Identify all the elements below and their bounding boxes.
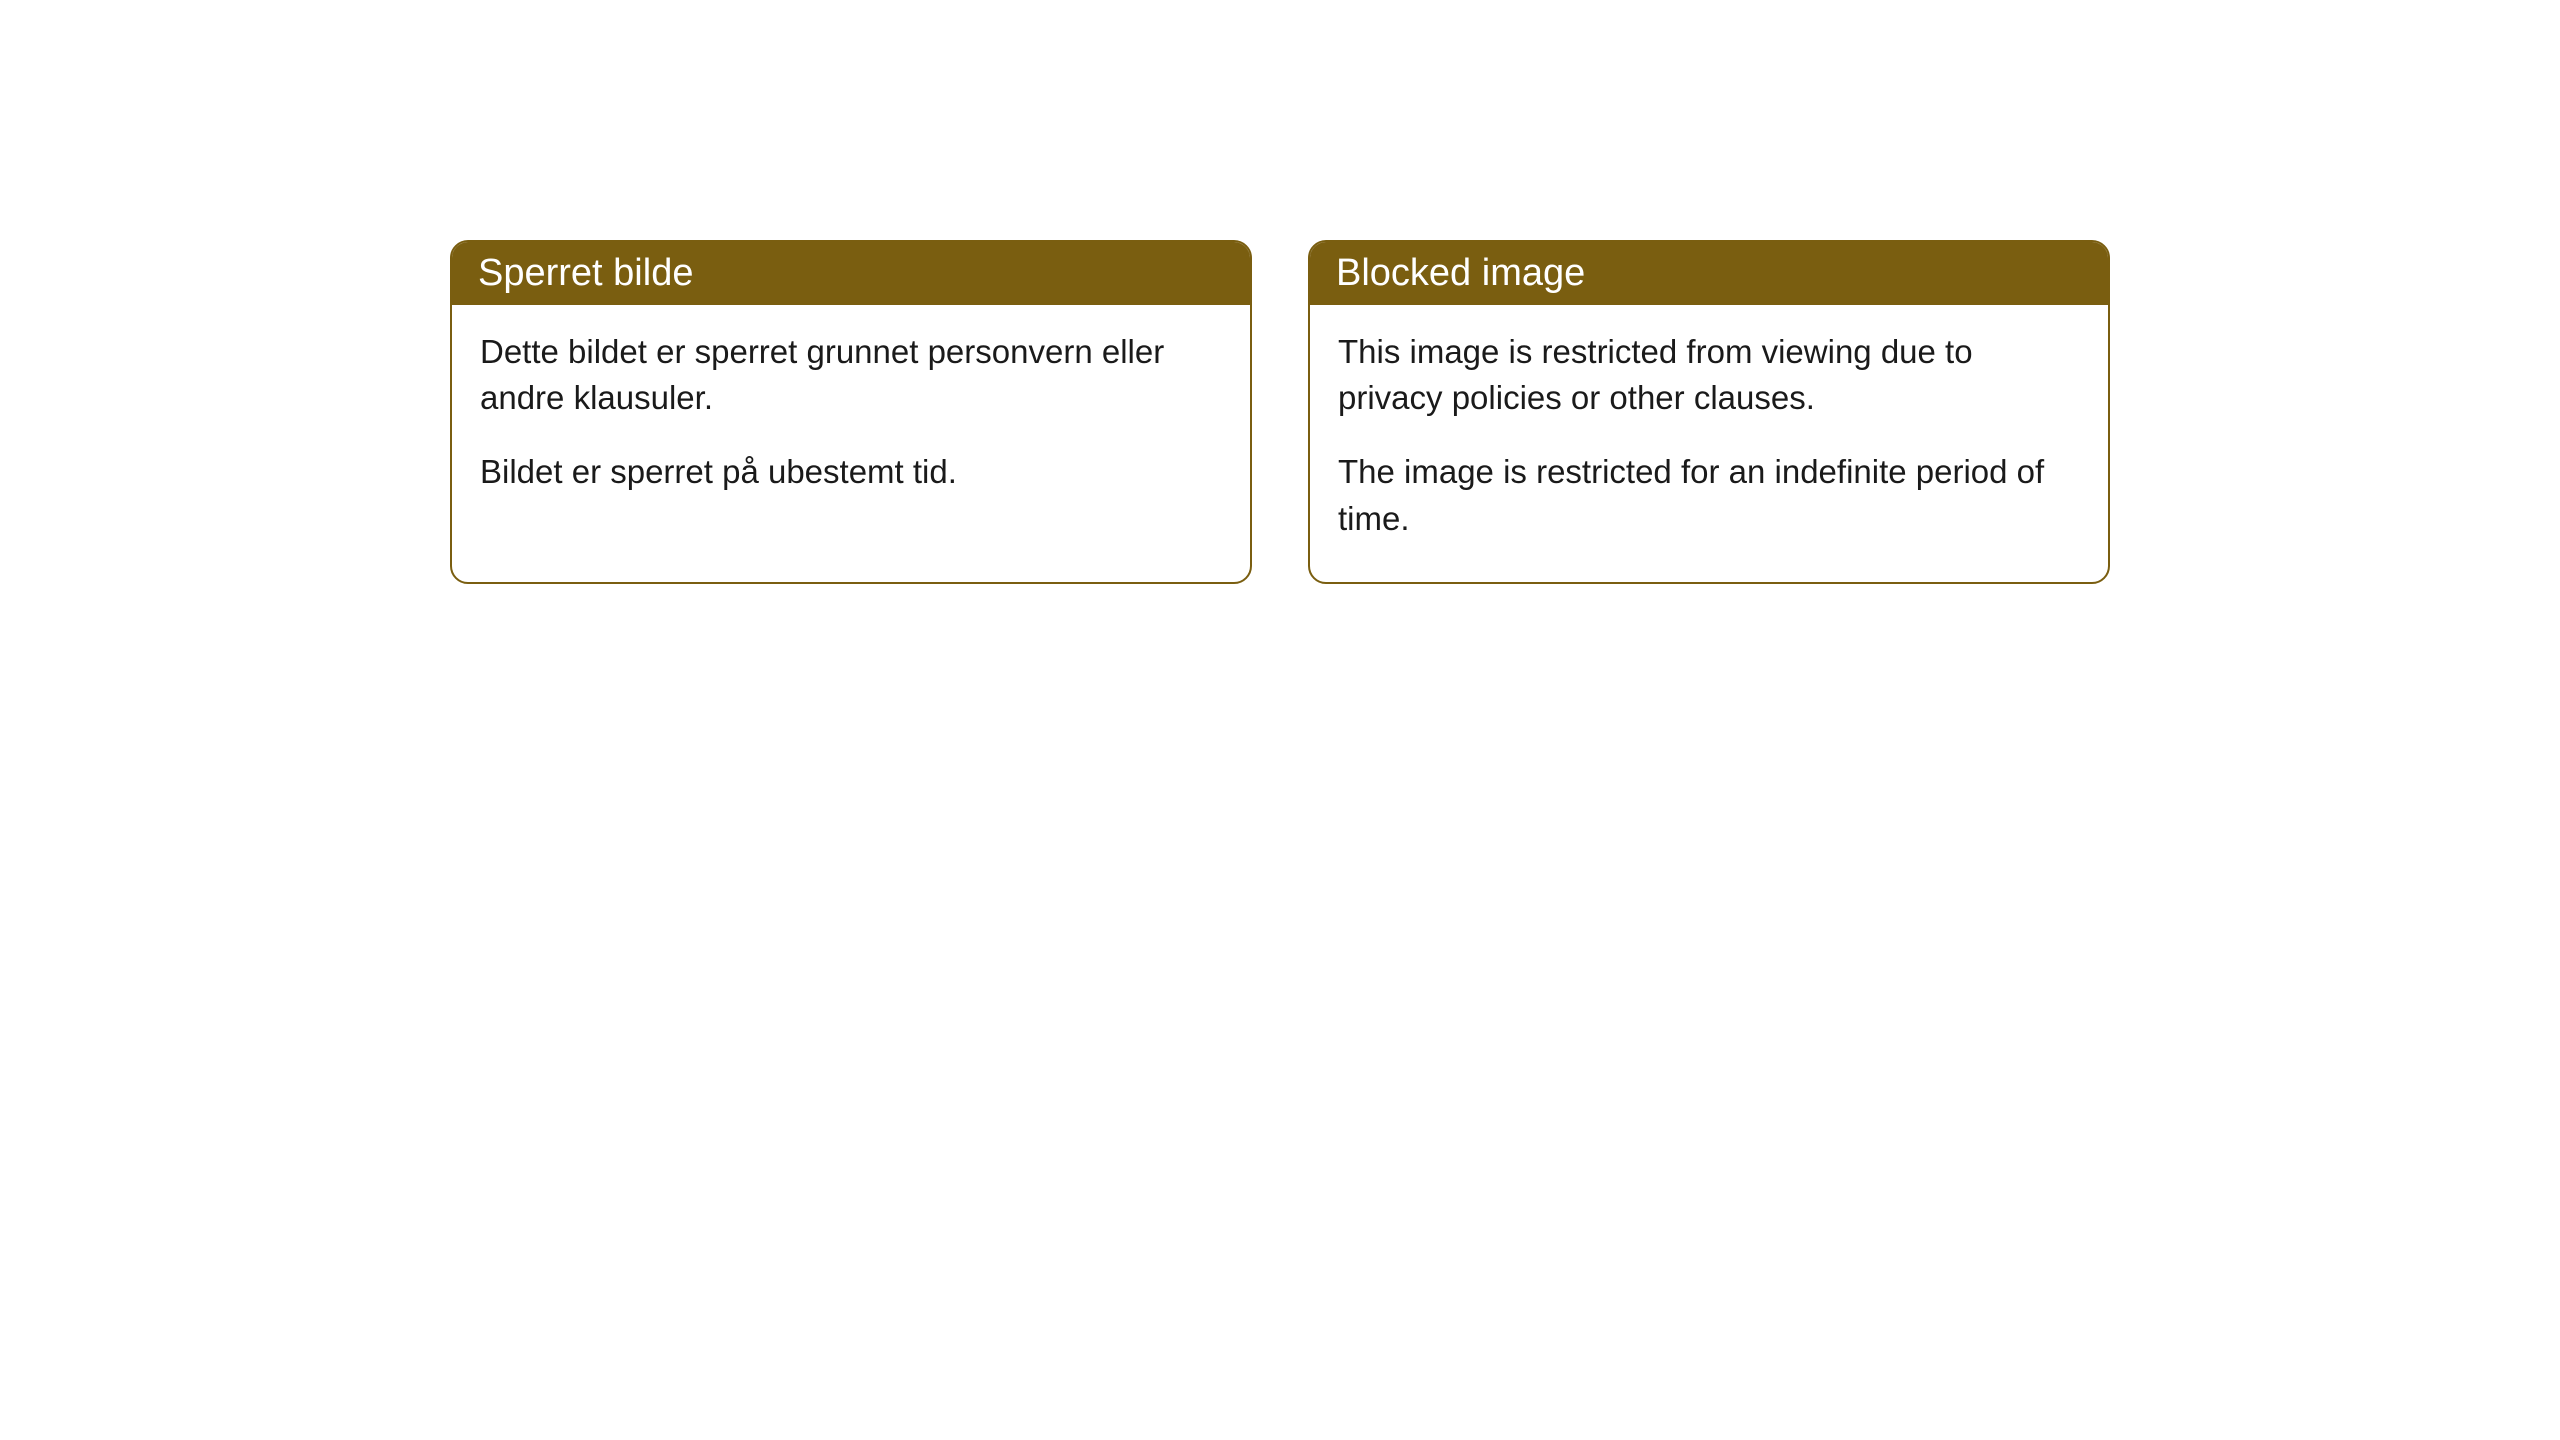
blocked-image-card-english: Blocked image This image is restricted f… bbox=[1308, 240, 2110, 584]
card-text-english-1: This image is restricted from viewing du… bbox=[1338, 329, 2080, 421]
blocked-image-card-norwegian: Sperret bilde Dette bildet er sperret gr… bbox=[450, 240, 1252, 584]
card-header-english: Blocked image bbox=[1310, 242, 2108, 305]
card-body-norwegian: Dette bildet er sperret grunnet personve… bbox=[452, 305, 1250, 536]
card-title-english: Blocked image bbox=[1336, 252, 1585, 294]
card-text-norwegian-1: Dette bildet er sperret grunnet personve… bbox=[480, 329, 1222, 421]
notice-cards-container: Sperret bilde Dette bildet er sperret gr… bbox=[450, 240, 2110, 584]
card-title-norwegian: Sperret bilde bbox=[478, 252, 693, 294]
card-text-english-2: The image is restricted for an indefinit… bbox=[1338, 449, 2080, 541]
card-header-norwegian: Sperret bilde bbox=[452, 242, 1250, 305]
card-text-norwegian-2: Bildet er sperret på ubestemt tid. bbox=[480, 449, 1222, 495]
card-body-english: This image is restricted from viewing du… bbox=[1310, 305, 2108, 582]
